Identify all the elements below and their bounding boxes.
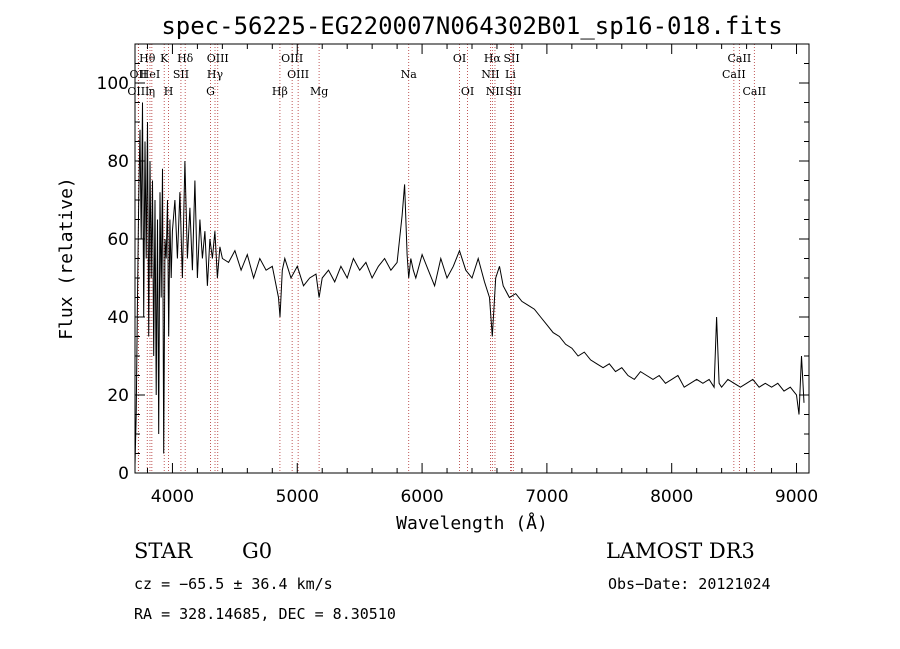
line-marker-label: OIII: [127, 85, 149, 98]
plot-frame: [134, 43, 810, 474]
y-tick-label: 40: [107, 308, 129, 328]
line-marker-label: OIII: [287, 68, 309, 81]
line-marker-label: Hβ: [272, 85, 288, 98]
line-marker-label: HeI: [140, 68, 160, 81]
y-tick-label: 60: [107, 230, 129, 250]
x-axis-label: Wavelength (Å): [396, 512, 548, 534]
x-tick-label: 4000: [151, 487, 194, 507]
x-axis-ticks: 4000 5000 6000 7000 8000 9000: [146, 44, 818, 507]
x-tick-label: 9000: [775, 487, 818, 507]
spectrum-chart: spec-56225-EG220007N064302B01_sp16-018.f…: [56, 12, 818, 534]
y-axis-label: Flux (relative): [56, 177, 77, 340]
line-marker-label: CaII: [722, 68, 746, 81]
y-tick-label: 80: [107, 152, 129, 172]
line-marker-label: OI: [453, 52, 466, 65]
line-marker-label: NII: [486, 85, 504, 98]
x-tick-label: 8000: [650, 487, 693, 507]
line-marker-label: Mg: [310, 85, 328, 98]
line-marker-label: OIII: [281, 52, 303, 65]
line-marker-label: CaII: [742, 85, 766, 98]
x-tick-label: 7000: [525, 487, 568, 507]
line-marker-label: CaII: [728, 52, 752, 65]
survey-name: LAMOST DR3: [606, 539, 755, 563]
line-marker-label: Hγ: [207, 68, 224, 81]
chart-title: spec-56225-EG220007N064302B01_sp16-018.f…: [161, 12, 782, 40]
y-tick-label: 20: [107, 386, 129, 406]
x-tick-label: 5000: [276, 487, 319, 507]
line-marker-label: η: [149, 85, 156, 98]
line-marker-label: NII: [481, 68, 499, 81]
line-marker-label: SII: [503, 52, 519, 65]
line-marker-label: Na: [401, 68, 418, 81]
object-subclass: G0: [242, 539, 273, 563]
redshift-cz: cz = −65.5 ± 36.4 km/s: [134, 575, 333, 593]
object-class: STAR: [134, 539, 193, 563]
line-marker-label: OI: [461, 85, 474, 98]
line-marker-label: G: [206, 85, 215, 98]
line-marker-label: Hδ: [177, 52, 194, 65]
line-marker-label: SII: [173, 68, 189, 81]
coordinates: RA = 328.14685, DEC = 8.30510: [134, 605, 396, 623]
line-marker-label: K: [160, 52, 169, 65]
line-marker-label: Hα: [484, 52, 502, 65]
line-marker-label: SII: [505, 85, 521, 98]
line-marker-label: H: [164, 85, 174, 98]
spectrum-series-line: [134, 102, 805, 466]
line-marker-label: OIII: [207, 52, 229, 65]
y-tick-label: 100: [97, 74, 129, 94]
line-marker-label: Hθ: [139, 52, 156, 65]
x-tick-label: 6000: [400, 487, 443, 507]
y-tick-label: 0: [118, 464, 129, 484]
y-axis-ticks: 0 20 40 60 80 100: [97, 63, 809, 484]
observation-date: Obs−Date: 20121024: [608, 575, 771, 593]
line-marker-label: Li: [505, 68, 516, 81]
